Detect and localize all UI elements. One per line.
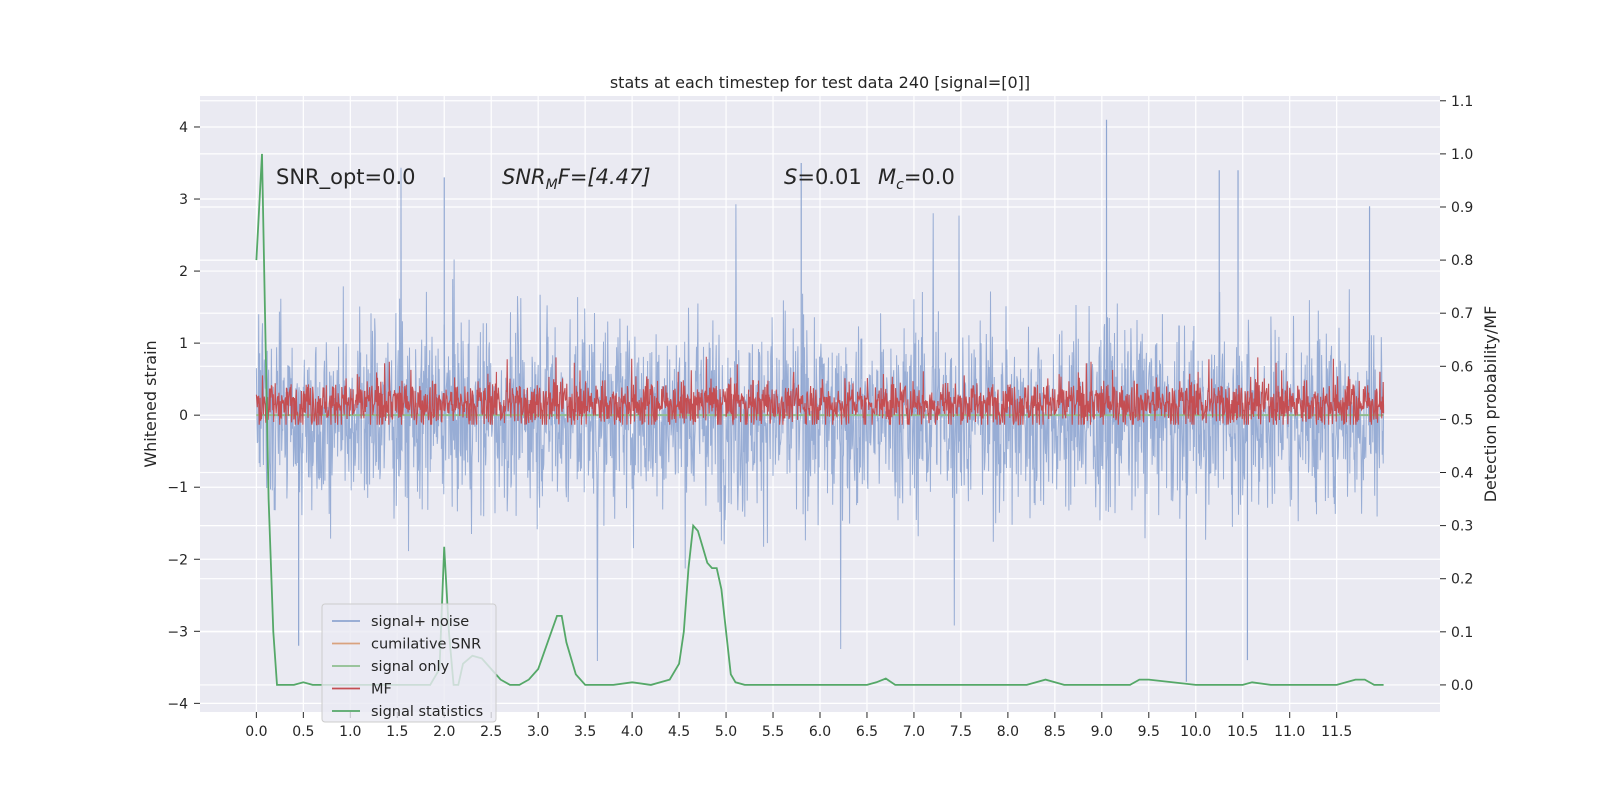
snr-mf-base: SNR xyxy=(502,165,546,189)
x-tick-label: 3.5 xyxy=(574,724,596,740)
y-left-tick-label: 2 xyxy=(179,264,188,280)
annotation-snr-mf: SNRMF=[4.47] xyxy=(502,165,651,193)
y-axis-right-label: Detection probability/MF xyxy=(1481,306,1500,503)
y-right-tick-label: 0.8 xyxy=(1451,253,1473,269)
mc-sub: c xyxy=(896,177,904,193)
x-tick-label: 9.5 xyxy=(1138,724,1160,740)
legend-label: MF xyxy=(371,682,392,698)
y-right-tick-label: 0.5 xyxy=(1451,412,1473,428)
x-tick-label: 2.0 xyxy=(433,724,455,740)
x-tick-label: 0.0 xyxy=(245,724,267,740)
mc-rest: =0.0 xyxy=(904,165,955,189)
y-left-tick-label: −2 xyxy=(167,552,188,568)
x-tick-label: 9.0 xyxy=(1091,724,1113,740)
x-axis-ticks: 0.0 0.5 1.0 1.5 2.0 2.5 3.0 3.5 4.0 4.5 5.0 5.5 6.0 6… xyxy=(245,712,1352,740)
annotation-snr-opt: SNR_opt=0.0 xyxy=(276,165,416,190)
y-right-tick-label: 0.7 xyxy=(1451,306,1473,322)
annotation-mc: Mc=0.0 xyxy=(878,165,955,193)
x-tick-label: 1.0 xyxy=(339,724,361,740)
legend-label: cumilative SNR xyxy=(371,637,481,653)
y-right-tick-label: 0.6 xyxy=(1451,359,1473,375)
series-mf xyxy=(255,356,1385,426)
x-tick-label: 4.5 xyxy=(668,724,690,740)
y-left-tick-label: −3 xyxy=(167,624,188,640)
x-tick-label: 5.5 xyxy=(762,724,784,740)
x-tick-label: 0.5 xyxy=(292,724,314,740)
s-rest: =0.01 xyxy=(797,165,861,189)
y-right-tick-label: 1.1 xyxy=(1451,94,1473,110)
x-tick-label: 10.0 xyxy=(1180,724,1211,740)
x-tick-label: 1.5 xyxy=(386,724,408,740)
x-tick-label: 10.5 xyxy=(1227,724,1258,740)
legend: signal+ noise cumilative SNR signal only MF… xyxy=(321,603,497,723)
y-right-tick-label: 0.0 xyxy=(1451,678,1473,694)
snr-mf-sub: M xyxy=(546,177,558,193)
y-left-tick-label: 3 xyxy=(179,192,188,208)
y-left-tick-label: 1 xyxy=(179,336,188,352)
x-tick-label: 5.0 xyxy=(715,724,737,740)
y-right-tick-label: 0.1 xyxy=(1451,625,1473,641)
snr-mf-rest: F=[4.47] xyxy=(558,165,651,189)
y-right-tick-label: 0.3 xyxy=(1451,519,1473,535)
legend-label: signal statistics xyxy=(371,704,483,720)
mc-base: M xyxy=(878,165,896,189)
legend-label: signal+ noise xyxy=(371,614,469,630)
annotation-s: S=0.01 xyxy=(784,165,862,189)
y-left-tick-label: 4 xyxy=(179,120,188,136)
x-tick-label: 6.5 xyxy=(856,724,878,740)
y-right-tick-label: 0.4 xyxy=(1451,466,1473,482)
y-axis-left-ticks: 4 3 2 1 0 −1 −2 −3 −4 xyxy=(167,120,200,712)
x-tick-label: 4.0 xyxy=(621,724,643,740)
legend-box xyxy=(321,603,497,723)
x-tick-label: 7.5 xyxy=(950,724,972,740)
y-left-tick-label: −4 xyxy=(167,696,188,712)
y-right-tick-label: 1.0 xyxy=(1451,147,1473,163)
x-tick-label: 3.0 xyxy=(527,724,549,740)
y-left-tick-label: −1 xyxy=(167,480,188,496)
x-tick-label: 7.0 xyxy=(903,724,925,740)
x-tick-label: 11.0 xyxy=(1274,724,1305,740)
x-tick-label: 11.5 xyxy=(1321,724,1352,740)
y-right-tick-label: 0.9 xyxy=(1451,200,1473,216)
y-axis-right-ticks: 1.1 1.0 0.9 0.8 0.7 0.6 0.5 0.4 0.3 0.2 0.1 0.0 xyxy=(1440,94,1473,694)
y-axis-left-label: Whitened strain xyxy=(141,340,160,467)
x-tick-label: 2.5 xyxy=(480,724,502,740)
legend-label: signal only xyxy=(371,659,450,675)
x-tick-label: 8.5 xyxy=(1044,724,1066,740)
x-tick-label: 8.0 xyxy=(997,724,1019,740)
mf-line xyxy=(255,356,1385,426)
chart-title: stats at each timestep for test data 240… xyxy=(610,73,1030,92)
y-left-tick-label: 0 xyxy=(179,408,188,424)
s-base: S xyxy=(784,165,797,189)
y-right-tick-label: 0.2 xyxy=(1451,572,1473,588)
x-tick-label: 6.0 xyxy=(809,724,831,740)
